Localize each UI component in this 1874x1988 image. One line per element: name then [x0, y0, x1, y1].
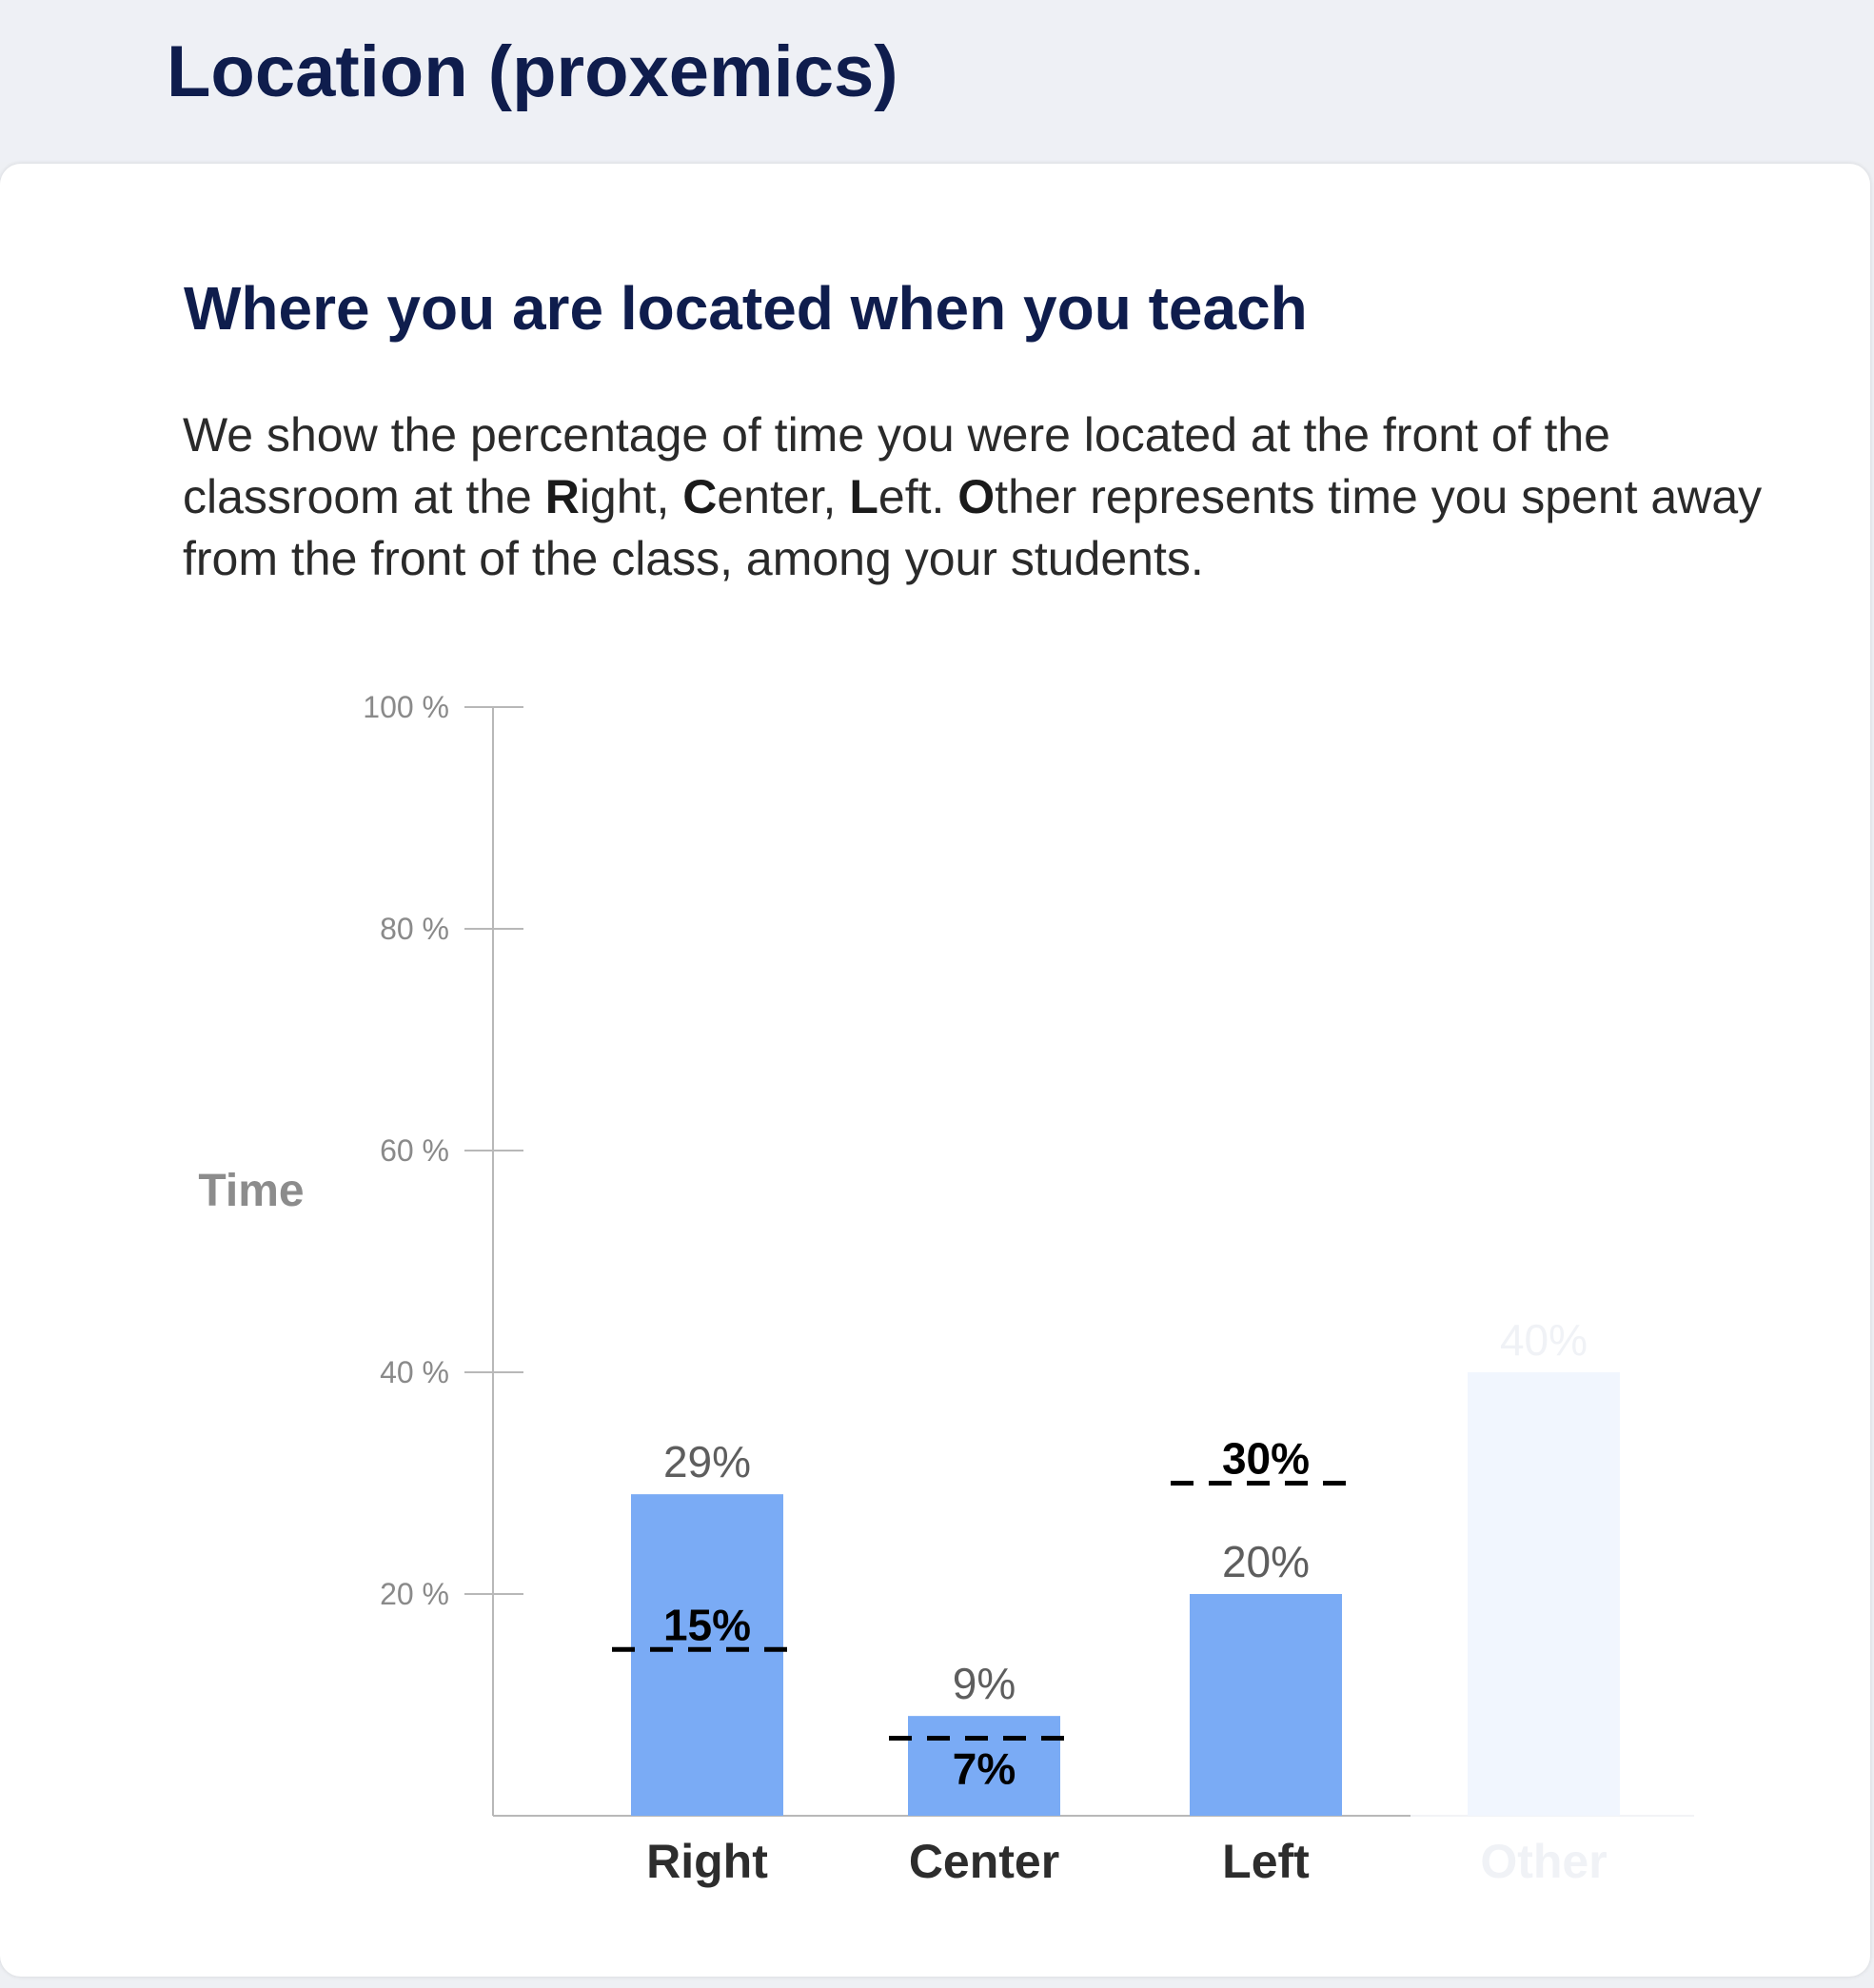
category-label-center: Center: [909, 1835, 1059, 1888]
reference-label: 15%: [663, 1600, 751, 1649]
category-label-left: Left: [1222, 1835, 1310, 1888]
bar-value-label: 20%: [1222, 1537, 1310, 1586]
bar-value-label: 29%: [663, 1437, 751, 1486]
bar-value-label: 40%: [1500, 1315, 1588, 1365]
bar-value-label: 9%: [953, 1659, 1016, 1708]
y-tick-label: 100 %: [363, 690, 449, 724]
y-tick-label: 40 %: [380, 1355, 449, 1389]
bar-right: [631, 1494, 783, 1816]
reference-label: 7%: [953, 1743, 1016, 1793]
reference-label: 30%: [1222, 1434, 1310, 1484]
y-tick-label: 20 %: [380, 1577, 449, 1611]
y-axis-title: Time: [198, 1166, 304, 1216]
bar-left: [1190, 1594, 1342, 1816]
y-tick-label: 60 %: [380, 1133, 449, 1168]
bar-other: [1468, 1372, 1620, 1816]
category-label-right: Right: [646, 1835, 768, 1888]
card-title: Where you are located when you teach: [184, 274, 1308, 343]
category-label-other: Other: [1480, 1835, 1607, 1888]
card-description: We show the percentage of time you were …: [183, 408, 1763, 585]
page-header: Location (proxemics): [0, 0, 1874, 162]
bar-center: [908, 1716, 1060, 1816]
page-title: Location (proxemics): [167, 31, 898, 112]
y-tick-label: 80 %: [380, 912, 449, 946]
